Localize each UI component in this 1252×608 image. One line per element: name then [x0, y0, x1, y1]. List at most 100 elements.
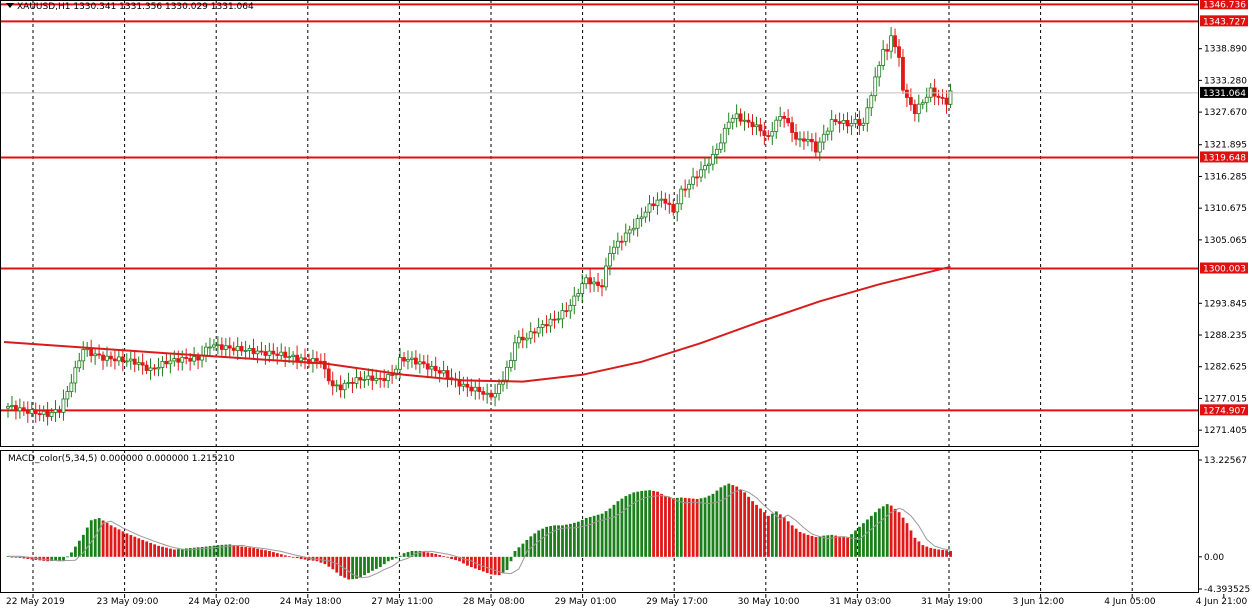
candle	[394, 365, 398, 380]
macd-label: -4.393525	[1204, 585, 1250, 595]
macd-bar	[42, 556, 46, 561]
candle	[861, 117, 866, 132]
candle	[231, 341, 236, 356]
macd-bar	[763, 512, 766, 557]
macd-bar	[264, 550, 267, 557]
macd-bar	[842, 537, 846, 557]
candle	[631, 218, 636, 236]
candle	[671, 199, 676, 216]
macd-bar	[240, 546, 244, 557]
macd-bar	[782, 517, 786, 557]
macd-bar	[755, 504, 758, 557]
candle	[905, 83, 909, 107]
pane-frames	[0, 0, 1199, 593]
candle	[326, 362, 331, 385]
candle	[738, 108, 743, 126]
macd-bar	[335, 556, 339, 573]
macd-bar	[513, 550, 517, 557]
macd-bar	[806, 534, 810, 557]
candle	[215, 336, 220, 355]
candle	[865, 98, 870, 132]
main-pane-frame	[0, 0, 1199, 447]
macd-bar	[711, 493, 715, 557]
candle	[140, 353, 145, 375]
candle	[251, 338, 256, 361]
macd-bar	[671, 498, 675, 557]
macd-bar	[679, 497, 683, 557]
macd-bar	[537, 530, 541, 557]
macd-axis[interactable]: 13.22567 0.00 -4.393525	[1198, 456, 1250, 595]
horizontal-levels[interactable]	[0, 3, 1198, 412]
macd-bar	[576, 521, 580, 557]
macd-bar	[818, 536, 822, 557]
candle	[916, 94, 921, 123]
candle	[473, 381, 478, 400]
candle	[742, 111, 747, 131]
time-axis[interactable]: 22 May 2019 23 May 09:00 24 May 02:00 24 Ma…	[6, 594, 1252, 607]
candle	[120, 348, 125, 372]
macd-bar	[394, 556, 398, 559]
candle	[766, 130, 771, 141]
macd-bar	[355, 556, 358, 579]
macd-bar	[917, 541, 921, 557]
candle	[235, 337, 240, 361]
candle	[611, 240, 616, 261]
candle	[17, 398, 22, 419]
macd-bar	[351, 556, 355, 580]
level-label-box	[1200, 15, 1248, 27]
candle	[675, 194, 680, 222]
macd-bar	[97, 518, 101, 557]
candle	[908, 88, 913, 111]
macd-bar	[901, 517, 905, 557]
macd-bar	[636, 491, 640, 557]
candle	[378, 372, 383, 388]
macd-bar	[462, 556, 465, 564]
candle	[263, 345, 268, 365]
macd-bar	[937, 549, 941, 557]
moving-average-line	[3, 265, 951, 383]
macd-bar	[256, 548, 259, 557]
macd-bar	[228, 544, 232, 557]
candle	[41, 405, 46, 422]
macd-bar	[588, 516, 592, 557]
macd-bar	[794, 528, 798, 557]
macd-bar	[129, 535, 133, 557]
macd-bar	[703, 497, 707, 557]
macd-bar	[770, 513, 774, 557]
macd-bar	[359, 556, 362, 577]
level-label: 1343.727	[1203, 17, 1246, 27]
price-axis[interactable]: 1338.890 1333.280 1327.670 1321.895 1316.285…	[1198, 0, 1248, 436]
candle	[794, 123, 798, 146]
candle	[608, 245, 612, 276]
price-label: 1288.235	[1204, 331, 1247, 341]
candle	[600, 279, 604, 297]
candle	[184, 348, 189, 365]
candle	[21, 401, 26, 416]
macd-bar	[501, 556, 505, 573]
macd-bar	[941, 549, 945, 557]
macd-bar	[303, 556, 307, 560]
macd-bar	[778, 514, 782, 557]
macd-bar	[295, 556, 299, 559]
candle	[81, 341, 86, 370]
dropdown-arrow-icon[interactable]	[6, 3, 14, 8]
candle	[592, 276, 596, 292]
macd-bar	[188, 548, 192, 557]
candle	[516, 330, 521, 349]
macd-bar	[22, 556, 26, 559]
candle	[212, 338, 216, 351]
candle	[314, 351, 319, 369]
macd-bar	[739, 489, 743, 557]
candle	[73, 360, 78, 393]
macd-bar	[272, 552, 275, 557]
macd-bar	[640, 490, 644, 557]
macd-bar	[299, 556, 303, 560]
candle	[61, 389, 66, 421]
macd-bar	[846, 537, 850, 557]
macd-bar	[434, 553, 438, 557]
candle	[568, 299, 573, 319]
candle	[168, 354, 173, 374]
macd-bar	[279, 554, 283, 557]
time-label: 31 May 19:00	[921, 597, 983, 607]
